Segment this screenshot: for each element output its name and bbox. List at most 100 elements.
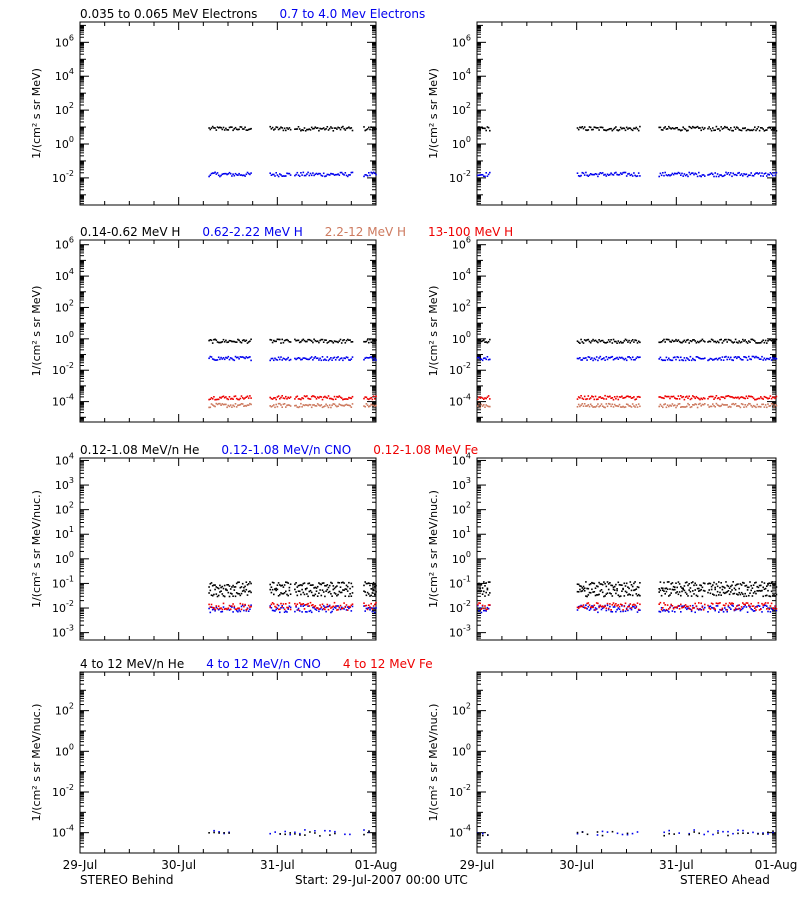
data-point — [483, 339, 485, 341]
data-point — [637, 356, 640, 359]
data-point — [210, 397, 213, 399]
data-point — [684, 591, 687, 594]
data-point — [345, 588, 348, 591]
data-point — [713, 607, 715, 609]
data-point — [660, 396, 663, 399]
data-point — [676, 172, 678, 175]
data-point — [746, 175, 749, 178]
data-point — [349, 587, 351, 590]
data-point — [234, 595, 237, 598]
data-point — [271, 609, 274, 612]
data-point — [296, 406, 299, 408]
data-point — [216, 403, 219, 406]
data-point — [682, 395, 684, 398]
data-point — [619, 357, 622, 359]
data-point — [636, 611, 639, 613]
data-point — [624, 406, 627, 408]
data-point — [668, 405, 670, 408]
data-point — [342, 339, 344, 342]
data-point — [310, 406, 313, 409]
data-point — [271, 602, 274, 604]
data-point — [581, 831, 584, 833]
data-point — [338, 340, 341, 342]
data-point — [588, 604, 591, 606]
data-point — [631, 604, 634, 606]
data-point — [321, 589, 324, 591]
data-point — [619, 126, 622, 129]
data-point — [699, 340, 701, 343]
data-point — [237, 607, 239, 610]
data-point — [659, 172, 662, 175]
data-point — [619, 584, 622, 586]
data-point — [283, 358, 286, 360]
data-point — [625, 608, 628, 611]
data-point — [700, 339, 702, 342]
data-point — [210, 339, 213, 342]
data-point — [339, 586, 342, 588]
data-point — [281, 592, 283, 595]
data-point — [477, 339, 479, 341]
data-point — [243, 605, 245, 608]
data-point — [487, 395, 490, 397]
data-point — [666, 338, 669, 341]
data-point — [483, 609, 485, 612]
data-point — [700, 129, 702, 132]
data-point — [742, 175, 744, 177]
data-point — [283, 608, 286, 611]
data-point — [587, 404, 590, 406]
data-point — [761, 611, 763, 613]
y-tick-label: 103 — [55, 476, 74, 492]
data-point — [666, 174, 669, 177]
data-point — [631, 585, 634, 588]
data-point — [671, 395, 674, 398]
data-point — [592, 338, 594, 341]
data-point — [734, 609, 737, 611]
data-point — [481, 604, 484, 607]
data-point — [235, 406, 238, 408]
data-point — [332, 342, 335, 344]
data-point — [770, 590, 773, 593]
data-point — [628, 172, 630, 175]
data-point — [775, 608, 778, 610]
data-point — [484, 341, 486, 343]
data-point — [617, 129, 620, 132]
data-point — [717, 830, 719, 832]
data-point — [707, 341, 709, 343]
data-point — [672, 404, 675, 407]
data-point — [585, 357, 587, 359]
data-point — [738, 604, 740, 606]
data-point — [718, 175, 720, 178]
data-point — [369, 356, 371, 359]
data-point — [606, 129, 609, 131]
data-point — [232, 129, 234, 132]
data-point — [597, 611, 599, 614]
data-point — [668, 174, 670, 176]
data-point — [363, 126, 365, 128]
data-point — [708, 605, 710, 608]
data-points — [208, 829, 370, 837]
data-point — [611, 611, 614, 613]
data-point — [226, 129, 228, 131]
data-point — [326, 356, 329, 358]
data-point — [724, 592, 726, 595]
data-point — [768, 582, 770, 584]
data-point — [484, 585, 486, 587]
data-point — [701, 338, 704, 341]
data-point — [670, 341, 672, 343]
data-point — [480, 611, 483, 614]
data-point — [720, 594, 722, 596]
data-point — [682, 340, 684, 343]
data-point — [486, 588, 489, 591]
data-point — [773, 607, 775, 610]
data-point — [607, 174, 610, 176]
data-point — [214, 171, 216, 174]
data-point — [276, 396, 279, 398]
data-point — [598, 173, 600, 175]
data-point — [295, 404, 297, 407]
data-point — [752, 128, 755, 131]
data-point — [365, 607, 368, 610]
data-point — [611, 355, 614, 358]
data-point — [294, 404, 296, 407]
data-point — [281, 406, 283, 408]
data-point — [294, 831, 296, 834]
